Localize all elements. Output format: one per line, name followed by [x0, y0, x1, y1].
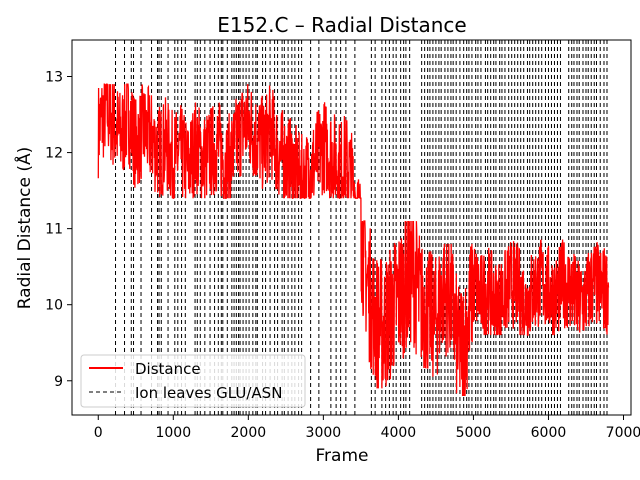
y-tick-label: 13	[45, 70, 63, 86]
y-tick-label: 10	[45, 298, 63, 314]
x-tick-label: 7000	[606, 425, 640, 441]
distance-series-line	[97, 83, 610, 397]
chart-title: E152.C – Radial Distance	[217, 13, 466, 37]
x-tick-label: 0	[94, 425, 103, 441]
x-axis-label: Frame	[316, 446, 369, 466]
legend-ion-leaves-label: Ion leaves GLU/ASN	[135, 384, 282, 402]
y-tick-label: 12	[45, 146, 63, 162]
x-tick-label: 5000	[456, 425, 492, 441]
legend-distance-label: Distance	[135, 360, 201, 378]
x-tick-label: 2000	[231, 425, 267, 441]
x-tick-label: 1000	[155, 425, 191, 441]
plot-marks	[97, 40, 610, 415]
y-tick-label: 11	[45, 222, 63, 238]
legend: Distance Ion leaves GLU/ASN	[80, 354, 306, 408]
y-tick-label: 9	[54, 374, 63, 390]
plot-frame	[71, 39, 632, 416]
axis-ticks: 0 1000 2000 3000 4000 5000 6000 7000 9 10 11 12 13	[45, 70, 640, 441]
legend-box	[80, 354, 306, 408]
x-tick-label: 3000	[306, 425, 342, 441]
y-axis-label: Radial Distance (Å)	[13, 147, 35, 310]
x-tick-label: 4000	[381, 425, 417, 441]
x-tick-label: 6000	[531, 425, 567, 441]
